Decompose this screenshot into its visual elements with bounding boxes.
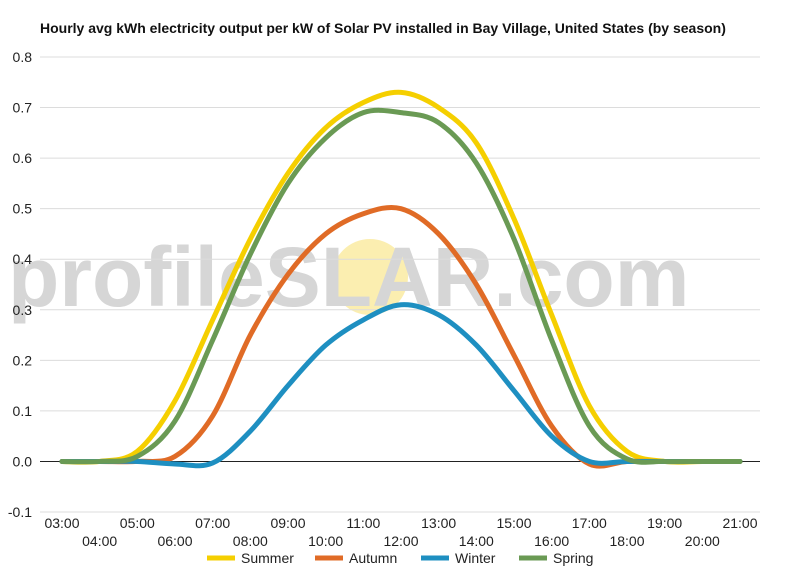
- legend-label: Winter: [455, 550, 496, 566]
- y-tick-label: 0.4: [13, 251, 33, 267]
- series-line-winter: [59, 302, 743, 469]
- x-tick-label: 07:00: [195, 515, 230, 531]
- x-tick-label: 11:00: [346, 515, 380, 531]
- legend: Summer Autumn Winter Spring: [207, 550, 593, 566]
- x-tick-label: 19:00: [647, 515, 682, 531]
- x-tick-label: 20:00: [685, 533, 720, 549]
- y-tick-label: 0.1: [13, 403, 33, 419]
- y-tick-label: 0.7: [13, 100, 33, 116]
- y-tick-label: 0.2: [13, 352, 33, 368]
- x-tick-label: 04:00: [82, 533, 117, 549]
- series-line-spring: [59, 107, 743, 465]
- legend-item-spring: Spring: [519, 550, 593, 566]
- y-tick-label: -0.1: [8, 504, 32, 520]
- y-tick-label: 0.0: [13, 453, 33, 469]
- x-tick-label: 05:00: [120, 515, 155, 531]
- x-tick-label: 21:00: [722, 515, 757, 531]
- y-tick-label: 0.5: [13, 201, 33, 217]
- x-tick-label: 13:00: [421, 515, 456, 531]
- x-tick-label: 03:00: [44, 515, 79, 531]
- watermark-text-left: profile: [8, 230, 265, 324]
- legend-item-summer: Summer: [207, 550, 294, 566]
- x-tick-label: 12:00: [383, 533, 418, 549]
- series-line-summer: [59, 89, 743, 465]
- x-tick-label: 10:00: [308, 533, 343, 549]
- x-tick-label: 06:00: [157, 533, 192, 549]
- x-tick-label: 17:00: [572, 515, 607, 531]
- x-tick-label: 16:00: [534, 533, 569, 549]
- watermark-sun-icon: [332, 239, 408, 315]
- legend-label: Summer: [241, 550, 294, 566]
- y-tick-label: 0.3: [13, 302, 33, 318]
- chart-title: Hourly avg kWh electricity output per kW…: [40, 20, 726, 36]
- y-tick-label: 0.8: [13, 49, 33, 65]
- series-lines: [59, 89, 743, 469]
- legend-item-autumn: Autumn: [315, 550, 397, 566]
- y-tick-label: 0.6: [13, 150, 33, 166]
- y-axis-ticks: -0.1 0.0 0.1 0.2 0.3 0.4 0.5 0.6 0.7 0.8: [8, 49, 32, 520]
- legend-label: Spring: [553, 550, 593, 566]
- x-axis-ticks: 03:0004:0005:0006:0007:0008:0009:0010:00…: [44, 515, 757, 549]
- legend-item-winter: Winter: [421, 550, 496, 566]
- x-tick-label: 14:00: [459, 533, 494, 549]
- x-tick-label: 15:00: [496, 515, 531, 531]
- x-tick-label: 08:00: [233, 533, 268, 549]
- x-tick-label: 18:00: [609, 533, 644, 549]
- x-tick-label: 09:00: [270, 515, 305, 531]
- legend-label: Autumn: [349, 550, 397, 566]
